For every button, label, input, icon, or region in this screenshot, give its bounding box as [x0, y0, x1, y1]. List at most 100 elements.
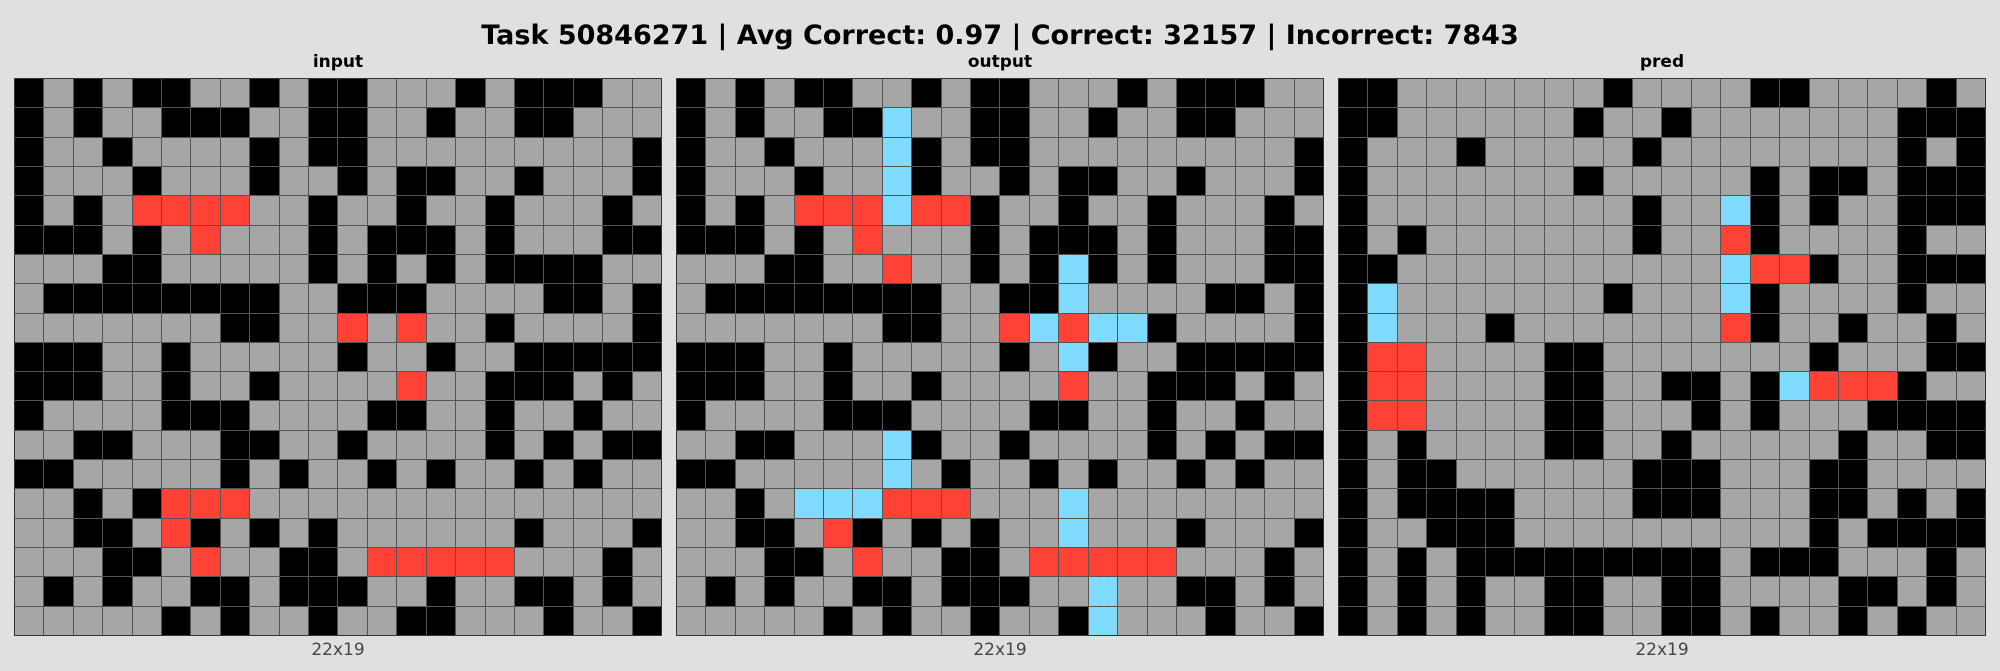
grid-cell	[1339, 79, 1368, 108]
grid-cell	[1486, 79, 1515, 108]
grid-cell	[941, 372, 971, 401]
grid-cell	[1780, 460, 1809, 489]
grid-cell	[132, 342, 162, 372]
grid-cell	[162, 401, 191, 430]
grid-cell	[1059, 313, 1088, 342]
grid-cell	[1633, 225, 1662, 254]
grid-cell	[1397, 430, 1427, 460]
grid-cell	[338, 372, 367, 401]
grid-cell	[338, 166, 367, 196]
grid-cell	[765, 460, 794, 489]
grid-cell	[1662, 577, 1691, 606]
grid-cell	[1456, 166, 1486, 196]
grid-cell	[573, 518, 603, 548]
grid-cell	[1206, 254, 1235, 284]
grid-cell	[367, 372, 397, 401]
grid-cell	[73, 254, 103, 284]
grid-cell	[1368, 137, 1397, 166]
grid-cell	[15, 518, 44, 548]
grid-cell	[1750, 108, 1780, 137]
grid-cell	[971, 342, 1000, 372]
grid-cell	[220, 166, 250, 196]
grid-cell	[1515, 606, 1544, 635]
grid-cell	[191, 254, 220, 284]
grid-cell	[1662, 489, 1691, 518]
grid-cell	[1486, 577, 1515, 606]
grid-cell	[1809, 284, 1838, 313]
grid-cell	[794, 518, 824, 548]
grid-cell	[338, 518, 367, 548]
grid-cell	[1927, 460, 1956, 489]
grid-cell	[132, 313, 162, 342]
grid-cell	[514, 342, 544, 372]
grid-cell	[250, 430, 279, 460]
grid-cell	[603, 108, 632, 137]
grid-cell	[1515, 489, 1544, 518]
grid-cell	[1574, 460, 1603, 489]
grid-cell	[1294, 79, 1323, 108]
grid-cell	[1265, 284, 1294, 313]
grid-cell	[1603, 548, 1633, 577]
grid-cell	[1397, 548, 1427, 577]
output-dims: 22x19	[973, 640, 1027, 660]
grid-cell	[824, 108, 853, 137]
grid-cell	[912, 489, 941, 518]
grid-cell	[1897, 79, 1927, 108]
grid-cell	[485, 342, 514, 372]
grid-cell	[514, 401, 544, 430]
grid-cell	[103, 606, 132, 635]
grid-cell	[514, 166, 544, 196]
grid-cell	[735, 225, 765, 254]
grid-cell	[1544, 372, 1574, 401]
grid-cell	[853, 342, 882, 372]
grid-cell	[1956, 79, 1985, 108]
grid-cell	[735, 606, 765, 635]
grid-cell	[941, 606, 971, 635]
grid-cell	[1235, 166, 1265, 196]
grid-cell	[132, 460, 162, 489]
grid-cell	[1691, 225, 1721, 254]
grid-cell	[279, 166, 309, 196]
grid-cell	[514, 489, 544, 518]
grid-cell	[1088, 342, 1118, 372]
grid-cell	[309, 372, 338, 401]
grid-cell	[677, 548, 706, 577]
grid-cell	[162, 166, 191, 196]
grid-cell	[426, 489, 456, 518]
grid-cell	[1809, 372, 1838, 401]
grid-cell	[1368, 548, 1397, 577]
grid-cell	[1088, 460, 1118, 489]
grid-cell	[1088, 313, 1118, 342]
grid-cell	[794, 225, 824, 254]
grid-cell	[1397, 401, 1427, 430]
grid-cell	[1780, 166, 1809, 196]
grid-cell	[485, 108, 514, 137]
grid-cell	[1339, 460, 1368, 489]
input-dims: 22x19	[311, 640, 365, 660]
grid-cell	[1544, 342, 1574, 372]
grid-cell	[397, 225, 426, 254]
grid-cell	[44, 79, 73, 108]
grid-cell	[1691, 401, 1721, 430]
grid-cell	[735, 548, 765, 577]
grid-cell	[132, 577, 162, 606]
grid-cell	[1633, 108, 1662, 137]
grid-cell	[1486, 137, 1515, 166]
grid-cell	[1397, 518, 1427, 548]
grid-cell	[456, 430, 485, 460]
grid-cell	[44, 460, 73, 489]
grid-cell	[1780, 401, 1809, 430]
grid-cell	[573, 606, 603, 635]
grid-cell	[103, 577, 132, 606]
grid-cell	[397, 108, 426, 137]
grid-cell	[338, 79, 367, 108]
grid-cell	[1927, 225, 1956, 254]
grid-cell	[367, 518, 397, 548]
grid-cell	[1059, 577, 1088, 606]
grid-cell	[632, 166, 661, 196]
grid-cell	[1456, 548, 1486, 577]
grid-cell	[367, 225, 397, 254]
grid-cell	[191, 372, 220, 401]
grid-cell	[220, 254, 250, 284]
grid-cell	[1691, 606, 1721, 635]
